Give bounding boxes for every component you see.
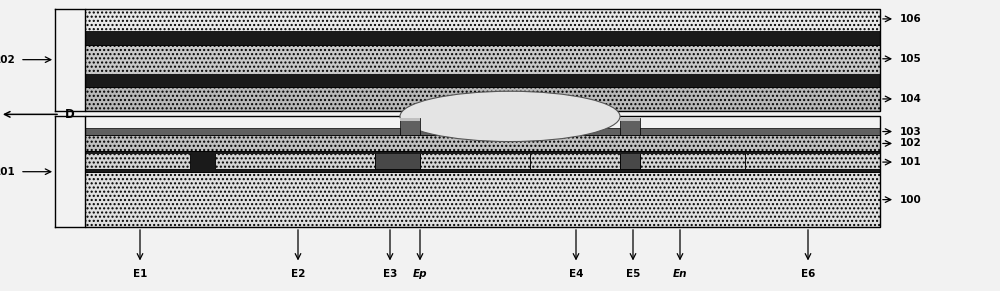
Bar: [85, 153, 190, 169]
Bar: [375, 153, 420, 169]
Bar: [85, 153, 880, 169]
Ellipse shape: [400, 91, 620, 141]
Text: E6: E6: [801, 269, 815, 278]
Text: Ep: Ep: [413, 269, 427, 278]
Bar: [85, 151, 880, 154]
Text: E4: E4: [569, 269, 583, 278]
Text: 102: 102: [900, 139, 922, 148]
Bar: [85, 169, 880, 172]
Bar: [620, 118, 640, 135]
Text: 101: 101: [900, 157, 922, 167]
Bar: [85, 74, 880, 87]
Text: 105: 105: [900, 54, 922, 64]
Bar: [745, 153, 880, 169]
Bar: [85, 135, 880, 151]
Bar: [400, 118, 420, 121]
Bar: [530, 153, 620, 169]
Bar: [85, 45, 880, 74]
Text: 202: 202: [0, 55, 15, 65]
Bar: [640, 128, 880, 135]
Bar: [620, 118, 640, 121]
Bar: [85, 9, 880, 111]
Text: E5: E5: [626, 269, 640, 278]
Text: E1: E1: [133, 269, 147, 278]
Text: E2: E2: [291, 269, 305, 278]
Text: 106: 106: [900, 14, 922, 24]
Bar: [620, 153, 640, 169]
Bar: [85, 172, 880, 227]
Bar: [85, 31, 880, 45]
Bar: [85, 128, 400, 135]
Bar: [400, 118, 420, 135]
Bar: [420, 128, 620, 135]
Bar: [420, 153, 530, 169]
Text: E3: E3: [383, 269, 397, 278]
Text: En: En: [673, 269, 687, 278]
Text: 104: 104: [900, 94, 922, 104]
Bar: [85, 116, 880, 227]
Bar: [85, 87, 880, 111]
Bar: [640, 153, 745, 169]
Text: 100: 100: [900, 195, 922, 205]
Text: 201: 201: [0, 167, 15, 177]
Text: D: D: [65, 108, 75, 121]
Text: 103: 103: [900, 127, 922, 136]
Bar: [215, 153, 375, 169]
Bar: [85, 9, 880, 31]
